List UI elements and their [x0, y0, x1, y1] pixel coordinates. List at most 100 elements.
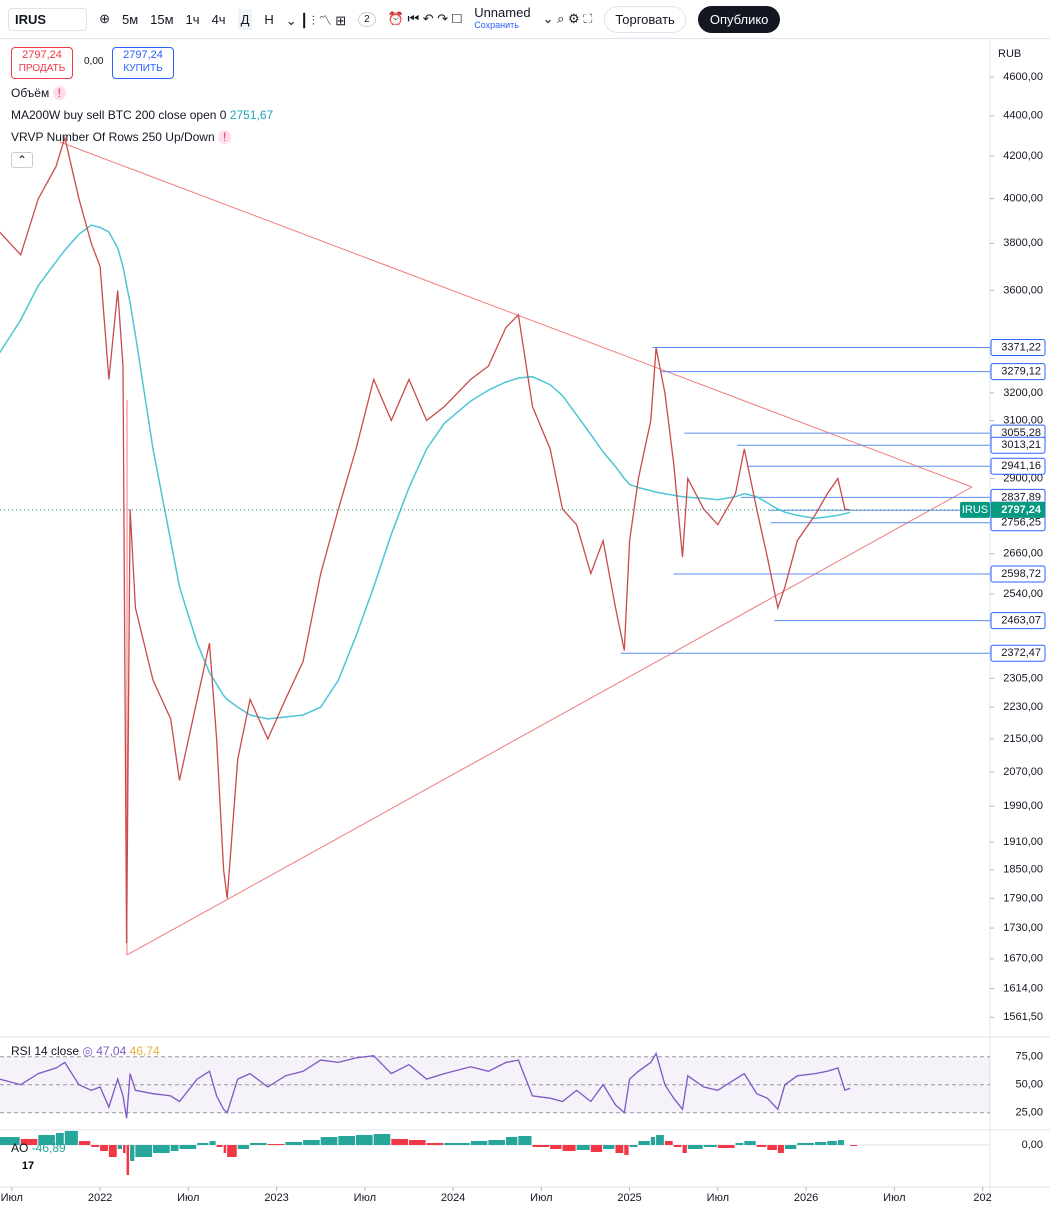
ao-bar — [850, 1145, 858, 1146]
value: 47,04 — [96, 1044, 127, 1058]
icons[interactable]: ⌄ ┃ ⫶ 〽 ⊞ — [285, 12, 347, 28]
ao-bar — [756, 1145, 767, 1147]
ao-bar — [827, 1141, 837, 1145]
ao-bar — [170, 1145, 179, 1151]
ao-bar — [373, 1134, 391, 1145]
ao-bar — [682, 1145, 687, 1153]
level-box — [990, 644, 1046, 662]
ma-legend: MA200W buy sell BTC 200 close open 0 275… — [11, 108, 273, 122]
add[interactable]: ⊕ — [99, 11, 110, 26]
value: 2751,67 — [229, 108, 274, 122]
ao-bar — [64, 1131, 78, 1145]
interval[interactable]: Н — [264, 11, 274, 27]
ao-bar — [470, 1141, 488, 1145]
y-tick-label: 2660,00 — [1003, 548, 1043, 560]
icons[interactable]: ⏰ ⏮ ↶ ↷ ☐ — [387, 11, 463, 26]
value: -46,89 — [31, 1141, 66, 1155]
ao-bar — [767, 1145, 777, 1150]
y-tick-label: 2070,00 — [1003, 766, 1043, 778]
publish[interactable]: Опублико — [697, 5, 781, 33]
y-tick-label: 4600,00 — [1003, 71, 1043, 83]
level-box — [990, 363, 1046, 381]
ao-bar — [624, 1145, 629, 1155]
last-price-label: 2797,24 — [1001, 504, 1042, 516]
x-tick-label: 2025 — [617, 1192, 641, 1204]
symbol[interactable]: IRUS — [8, 7, 88, 31]
y-tick-label: 1561,50 — [1003, 1011, 1043, 1023]
y-tick-label: 4400,00 — [1003, 110, 1043, 122]
ao-bar — [777, 1145, 784, 1153]
ao-bar — [629, 1145, 638, 1147]
sell-button[interactable]: 2797,24 ПРОДАТЬ — [11, 47, 73, 79]
ao-bar — [100, 1145, 108, 1151]
level-label: 2372,47 — [1001, 647, 1041, 659]
buy-button[interactable]: 2797,24 КУПИТЬ — [112, 47, 174, 79]
ao-bar — [550, 1145, 562, 1149]
rsi-legend: RSI 14 close ◎ 47,04 46,74 — [11, 1044, 160, 1058]
ao-bar — [784, 1145, 797, 1149]
x-tick-label: Июл — [177, 1192, 199, 1204]
ao-bar — [130, 1145, 135, 1161]
ao-bar — [303, 1140, 320, 1145]
interval[interactable]: 15м — [150, 11, 174, 27]
y-tick-label: 1730,00 — [1003, 922, 1043, 934]
text: AO — [11, 1141, 29, 1155]
level-label: 2598,72 — [1001, 568, 1041, 580]
collapse[interactable]: ⌃ — [11, 152, 34, 168]
ao-bar — [673, 1145, 682, 1147]
interval[interactable]: 4ч — [211, 11, 226, 27]
icons[interactable]: ⌄ ⌕ ⚙ ⛶ — [542, 11, 593, 26]
interval[interactable]: 5м — [121, 11, 139, 27]
level-label: 2463,07 — [1001, 615, 1041, 627]
ao-bar — [250, 1143, 267, 1145]
toolbar: IRUS ⊕ 5м 15м 1ч 4ч Д Н ⌄ ┃ ⫶ 〽 ⊞ 2 ⏰ ⏮ ↶ ↷ ☐ U… — [0, 0, 1050, 39]
ao-bar — [426, 1143, 444, 1145]
ao-bar — [735, 1143, 744, 1145]
ao-bar — [408, 1140, 426, 1145]
name: Unnamed — [474, 5, 531, 20]
y-tick-label: 1790,00 — [1003, 892, 1043, 904]
x-tick-label: 2023 — [264, 1192, 288, 1204]
ao-bar — [123, 1145, 126, 1153]
layout-name[interactable]: Unnamed Сохранить — [474, 5, 531, 31]
level-label: 2837,89 — [1001, 491, 1041, 503]
level-box — [990, 565, 1046, 583]
y-tick-label: 1614,00 — [1003, 982, 1043, 994]
ao-bar — [267, 1144, 285, 1145]
ao-bar — [562, 1145, 576, 1151]
level-box — [990, 338, 1046, 356]
level-label: 3013,21 — [1001, 439, 1041, 451]
ao-bar — [590, 1145, 603, 1152]
x-tick-label: Июл — [1, 1192, 23, 1204]
level-label: 3279,12 — [1001, 366, 1041, 378]
ao-bar — [717, 1145, 735, 1148]
ao-bar — [91, 1145, 100, 1147]
y-tick-label: 1850,00 — [1003, 864, 1043, 876]
ao-bar — [338, 1136, 356, 1145]
rsi-band — [0, 1056, 990, 1113]
ao-bar — [615, 1145, 624, 1153]
save[interactable]: Сохранить — [474, 20, 519, 30]
rsi-tick-label: 50,00 — [1015, 1079, 1043, 1091]
ao-bar — [576, 1145, 590, 1150]
level-box — [990, 488, 1046, 506]
ao-tick-label: 0,00 — [1022, 1139, 1043, 1151]
interval[interactable]: Д — [237, 8, 253, 30]
series-line — [0, 224, 851, 720]
y-tick-label: 2540,00 — [1003, 588, 1043, 600]
ao-bar — [78, 1141, 91, 1145]
ao-bar — [650, 1137, 656, 1145]
y-tick-label: 2150,00 — [1003, 733, 1043, 745]
x-tick-label: Июл — [530, 1192, 552, 1204]
level-box — [990, 457, 1046, 475]
y-tick-label: 3600,00 — [1003, 284, 1043, 296]
layouts[interactable]: 2 — [358, 11, 376, 27]
interval[interactable]: 1ч — [185, 11, 200, 27]
level-box — [990, 501, 1046, 519]
currency: RUB — [998, 48, 1022, 60]
text: VRVP Number Of Rows 250 Up/Down — [11, 130, 215, 144]
level-label: 3371,22 — [1001, 341, 1041, 353]
ao-bar — [603, 1145, 615, 1149]
trade[interactable]: Торговать — [604, 5, 686, 33]
ao-bar — [117, 1145, 123, 1149]
